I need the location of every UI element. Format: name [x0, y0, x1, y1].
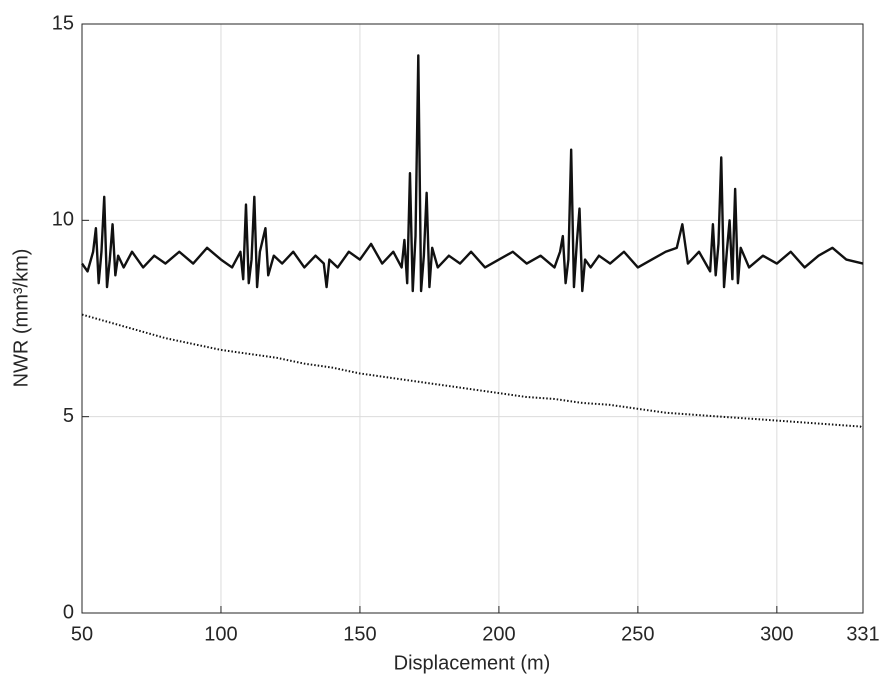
y-tick-label: 15 — [52, 12, 74, 34]
x-axis-label: Displacement (m) — [394, 652, 551, 674]
plot-area — [82, 24, 863, 613]
y-tick-label: 5 — [63, 405, 74, 427]
x-tick-label: 200 — [482, 623, 515, 645]
y-axis-label: NWR (mm³/km) — [10, 249, 32, 388]
data-line — [81, 313, 864, 430]
y-tick-label: 10 — [52, 209, 74, 231]
x-tick-label: 331 — [846, 623, 879, 645]
axes-box — [81, 23, 864, 614]
x-tick-label: 150 — [343, 623, 376, 645]
y-tick-label: 0 — [63, 601, 74, 623]
x-tick-label: 100 — [204, 623, 237, 645]
x-tick-label: 250 — [621, 623, 654, 645]
x-tick-label: 50 — [71, 623, 93, 645]
x-tick-label: 300 — [760, 623, 793, 645]
data-line — [81, 54, 864, 293]
